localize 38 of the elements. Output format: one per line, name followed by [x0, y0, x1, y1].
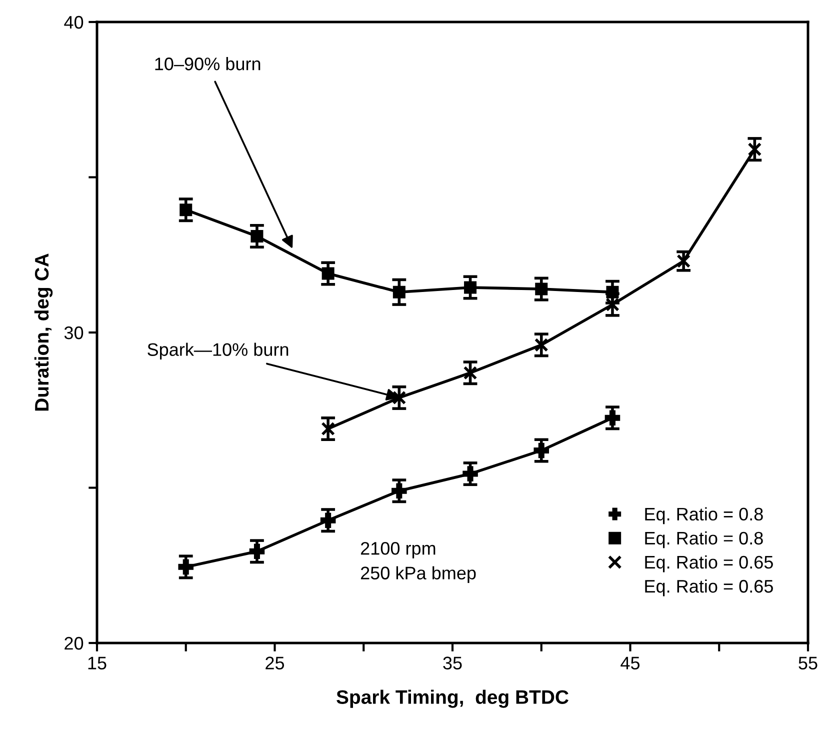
point [322, 267, 334, 280]
x-tick-label: 45 [620, 656, 640, 670]
legend-label: Eq. Ratio = 0.8 [645, 507, 763, 524]
point [180, 204, 192, 216]
annotation: 10–90% burn [155, 57, 260, 70]
point [320, 512, 336, 528]
point [178, 559, 194, 575]
point [392, 483, 407, 498]
x-tick-label: 35 [443, 656, 462, 670]
point [249, 544, 265, 560]
legend-label: Eq. Ratio = 0.65 [645, 579, 773, 596]
legend-label: Eq. Ratio = 0.65 [645, 555, 773, 572]
y-tick-label: 30 [64, 326, 84, 340]
point [534, 338, 548, 352]
x-tick-label: 55 [798, 656, 818, 670]
point [392, 390, 406, 405]
point [748, 142, 762, 156]
point [392, 286, 406, 298]
point [676, 254, 691, 268]
point [462, 466, 478, 482]
point [250, 230, 264, 242]
y-tick-label: 20 [64, 636, 84, 650]
legend-label: Eq. Ratio = 0.8 [645, 531, 763, 548]
point [535, 282, 548, 296]
point [604, 410, 620, 426]
x-tick-label: 15 [88, 656, 106, 670]
x-tick-label: 25 [266, 656, 284, 670]
x-axis-title: Spark Timing, deg BTDC [336, 690, 568, 708]
point [321, 422, 336, 436]
point [463, 366, 478, 380]
annotation: Spark—10% burn [148, 342, 288, 360]
point [464, 281, 477, 294]
point [606, 298, 620, 312]
annotation: 2100 rpm 250 kPa bmep [360, 542, 476, 584]
point [534, 442, 550, 458]
y-tick-label: 40 [64, 16, 84, 29]
y-axis-title: Duration, deg CA [34, 254, 53, 411]
point [606, 286, 619, 298]
